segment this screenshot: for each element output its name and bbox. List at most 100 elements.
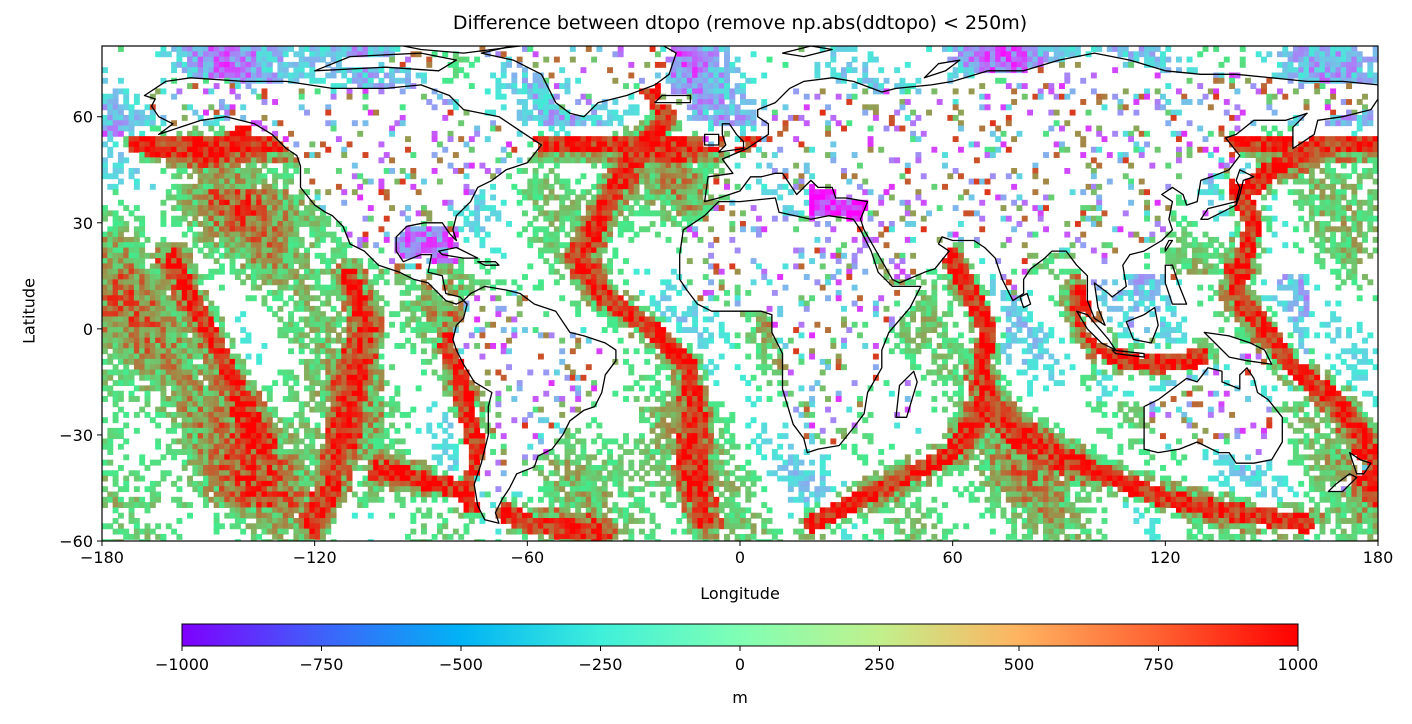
field-cell: [654, 104, 661, 111]
field-cell: [904, 61, 911, 68]
field-cell: [261, 152, 268, 158]
field-cell: [266, 305, 273, 312]
field-cell: [638, 162, 645, 169]
field-cell: [681, 88, 688, 95]
field-cell: [213, 258, 220, 265]
field-cell: [979, 51, 986, 58]
field-cell: [208, 61, 215, 68]
field-cell: [261, 56, 268, 63]
field-cell: [463, 56, 470, 63]
field-cell: [346, 305, 353, 312]
field-cell: [272, 173, 279, 180]
field-cell: [1266, 189, 1273, 196]
field-cell: [218, 226, 225, 233]
field-cell: [1239, 295, 1246, 302]
field-cell: [660, 183, 667, 190]
field-cell: [1239, 252, 1246, 259]
field-cell: [1351, 236, 1358, 243]
field-cell: [1175, 199, 1182, 206]
field-cell: [197, 130, 204, 137]
field-cell: [527, 114, 534, 121]
field-cell: [117, 258, 124, 265]
field-cell: [234, 162, 241, 169]
field-cell: [304, 289, 310, 296]
field-cell: [1021, 61, 1028, 68]
field-cell: [245, 141, 252, 148]
field-cell: [1255, 295, 1262, 302]
field-cell: [197, 205, 204, 212]
field-cell: [181, 104, 188, 111]
field-cell: [1112, 226, 1119, 233]
field-cell: [362, 72, 369, 79]
field-cell: [1016, 205, 1023, 212]
field-cell: [373, 263, 380, 270]
field-cell: [1330, 178, 1337, 185]
field-cell: [203, 173, 209, 180]
field-cell: [1234, 221, 1241, 227]
field-cell: [1335, 194, 1342, 201]
field-cell: [553, 252, 560, 259]
field-cell: [1356, 247, 1363, 254]
field-cell: [585, 46, 592, 52]
field-cell: [553, 56, 560, 63]
field-cell: [357, 83, 364, 90]
field-cell: [708, 72, 715, 79]
field-cell: [995, 51, 1002, 58]
field-cell: [920, 226, 927, 233]
field-cell: [660, 130, 667, 137]
field-cell: [846, 263, 853, 270]
field-cell: [250, 72, 257, 79]
field-cell: [734, 268, 741, 275]
field-cell: [1165, 46, 1172, 52]
field-cell: [591, 268, 598, 275]
field-cell: [1372, 226, 1378, 233]
field-cell: [192, 231, 199, 238]
field-cell: [963, 300, 970, 307]
field-cell: [325, 289, 332, 296]
field-cell: [1245, 205, 1251, 212]
field-cell: [149, 274, 156, 280]
field-cell: [628, 141, 635, 148]
field-cell: [1367, 194, 1374, 201]
field-cell: [575, 99, 582, 105]
field-cell: [314, 274, 321, 280]
field-cell: [660, 205, 667, 212]
field-cell: [670, 88, 677, 95]
field-cell: [1298, 284, 1305, 291]
field-cell: [1074, 221, 1081, 227]
field-cell: [117, 125, 124, 132]
field-cell: [548, 141, 555, 148]
field-cell: [112, 104, 119, 111]
field-cell: [702, 114, 709, 121]
field-cell: [729, 226, 736, 233]
field-cell: [1175, 194, 1182, 201]
field-cell: [1282, 274, 1289, 280]
field-cell: [282, 252, 289, 259]
field-cell: [277, 295, 284, 302]
field-cell: [490, 72, 497, 79]
field-cell: [1069, 284, 1076, 291]
field-cell: [1356, 231, 1363, 238]
field-cell: [229, 146, 236, 153]
field-cell: [447, 205, 454, 212]
field-cell: [729, 93, 736, 100]
field-cell: [1330, 72, 1337, 79]
field-cell: [1239, 263, 1246, 270]
field-cell: [1186, 99, 1193, 105]
field-cell: [782, 167, 789, 174]
field-cell: [160, 51, 167, 58]
field-cell: [1362, 157, 1368, 164]
field-cell: [596, 114, 603, 121]
field-cell: [984, 300, 991, 307]
field-cell: [1367, 221, 1374, 227]
field-cell: [1202, 178, 1209, 185]
field-cell: [548, 152, 555, 158]
field-cell: [1053, 109, 1060, 116]
field-cell: [1106, 242, 1113, 249]
field-cell: [1069, 252, 1076, 259]
field-cell: [798, 183, 805, 190]
field-cell: [171, 221, 178, 227]
field-cell: [272, 289, 279, 296]
field-cell: [607, 141, 613, 148]
field-cell: [1138, 279, 1145, 286]
